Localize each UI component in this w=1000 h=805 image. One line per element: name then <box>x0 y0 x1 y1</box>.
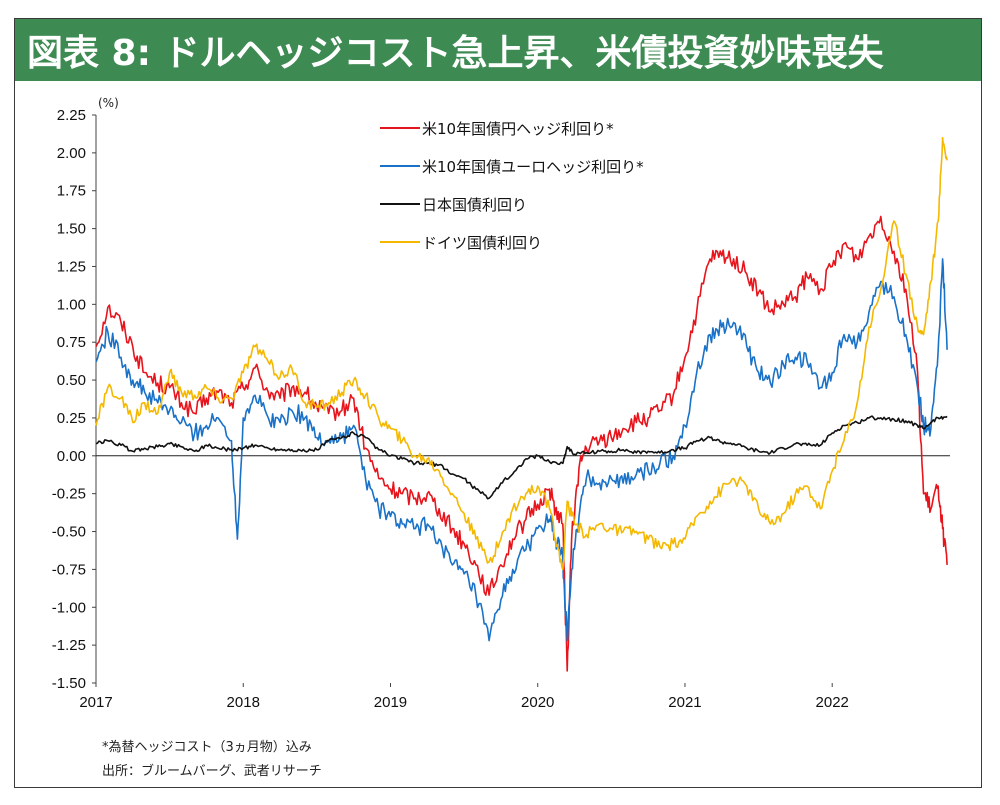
y-tick-label: -0.75 <box>52 561 86 578</box>
y-tick-label: -1.25 <box>52 637 86 654</box>
series-line-2 <box>95 258 948 642</box>
y-tick-label: 0.00 <box>57 448 86 465</box>
x-tick-label: 2018 <box>227 694 260 711</box>
figure-title: 図表 8: ドルヘッジコスト急上昇、米債投資妙味喪失 <box>15 19 981 81</box>
x-tick-label: 2020 <box>521 694 554 711</box>
x-tick-label: 2022 <box>816 694 849 711</box>
y-tick-label: 1.75 <box>57 183 86 200</box>
y-tick-label: 1.50 <box>57 221 86 238</box>
legend-label: ドイツ国債利回り <box>422 234 542 252</box>
x-tick-label: 2021 <box>668 694 701 711</box>
y-unit-label: (%) <box>98 96 119 110</box>
figure-frame: 図表 8: ドルヘッジコスト急上昇、米債投資妙味喪失 <box>14 18 982 788</box>
y-tick-label: 2.00 <box>57 145 86 162</box>
source-note: 出所：ブルームバーグ、武者リサーチ <box>102 764 322 779</box>
series-line-3 <box>95 415 948 500</box>
footnote-hedge-cost: *為替ヘッジコスト（3ヵ月物）込み <box>102 740 312 755</box>
y-tick-label: 0.75 <box>57 334 86 351</box>
y-tick-label: 1.00 <box>57 296 86 313</box>
legend-label: 米10年国債ユーロヘッジ利回り* <box>422 158 644 176</box>
legend-label: 米10年国債円ヘッジ利回り* <box>422 120 614 138</box>
y-tick-label: -0.50 <box>52 524 86 541</box>
series-line-4 <box>95 136 948 571</box>
y-tick-label: 2.25 <box>57 107 86 124</box>
y-tick-label: -1.00 <box>52 599 86 616</box>
y-tick-label: 0.50 <box>57 372 86 389</box>
y-tick-label: -0.25 <box>52 486 86 503</box>
x-tick-label: 2017 <box>79 694 112 711</box>
y-tick-label: 1.25 <box>57 258 86 275</box>
legend-label: 日本国債利回り <box>422 196 527 214</box>
y-tick-label: 0.25 <box>57 410 86 427</box>
series-line-1 <box>95 215 948 672</box>
y-tick-label: -1.50 <box>52 675 86 692</box>
x-tick-label: 2019 <box>374 694 407 711</box>
